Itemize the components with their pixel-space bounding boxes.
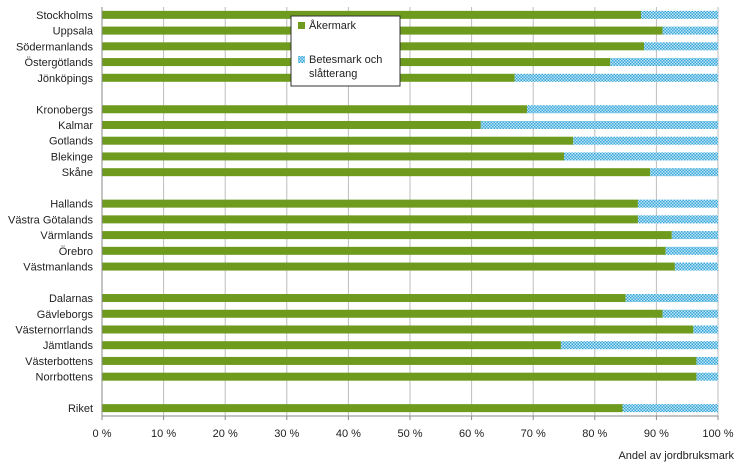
category-label: Jönköpings (37, 73, 93, 85)
bar-betesmark (637, 199, 718, 208)
bar-betesmark (622, 404, 718, 413)
x-axis: 0 % 10 % 20 % 30 % 40 % 50 % 60 % 70 % 80 % 90 % 1… (93, 7, 734, 440)
category-labels: Stockholms Uppsala Södermanlands Östergötla… (8, 10, 94, 415)
category-label: Hallands (50, 199, 93, 211)
bar-betesmark (650, 168, 718, 177)
bar-betesmark (564, 152, 718, 161)
bar-akermark (102, 404, 623, 413)
legend: Åkermark Betesmark och slåtterang (290, 15, 401, 87)
category-label: Norrbottens (36, 372, 94, 384)
bar-akermark (102, 10, 641, 19)
category-label: Värmlands (40, 230, 93, 242)
bar-akermark (102, 215, 638, 224)
legend-box (290, 15, 401, 87)
bar-akermark (102, 372, 697, 381)
category-label: Stockholms (36, 10, 93, 22)
bar-betesmark (644, 42, 718, 51)
legend-swatch (298, 22, 305, 29)
category-label: Södermanlands (16, 41, 94, 53)
x-tick-label: 20 % (213, 428, 238, 440)
bar-betesmark (480, 120, 718, 129)
x-tick-label: 100 % (702, 428, 733, 440)
category-label: Västmanlands (23, 262, 93, 274)
category-label: Västra Götalands (8, 214, 93, 226)
bar-akermark (102, 136, 574, 145)
bar-betesmark (696, 356, 718, 365)
bar-akermark (102, 120, 481, 129)
bar-betesmark (665, 246, 718, 255)
bar-betesmark (527, 105, 718, 114)
bar-akermark (102, 105, 528, 114)
bar-betesmark (641, 10, 718, 19)
bar-akermark (102, 168, 651, 177)
legend-label: Betesmark och slåtterang (309, 54, 382, 80)
bar-betesmark (693, 325, 718, 334)
x-tick-label: 60 % (459, 428, 484, 440)
x-tick-label: 40 % (336, 428, 361, 440)
x-tick-label: 50 % (397, 428, 422, 440)
bar-betesmark (610, 58, 718, 67)
bar-akermark (102, 199, 638, 208)
x-tick-label: 80 % (582, 428, 607, 440)
legend-swatch (298, 56, 305, 63)
category-label: Dalarnas (49, 293, 94, 305)
bar-akermark (102, 341, 561, 350)
bar-betesmark (573, 136, 718, 145)
x-tick-label: 10 % (151, 428, 176, 440)
x-tick-label: 30 % (274, 428, 299, 440)
bar-betesmark (662, 26, 718, 35)
bar-akermark (102, 356, 697, 365)
x-tick-label: 0 % (93, 428, 112, 440)
bar-betesmark (514, 73, 718, 82)
bar-betesmark (662, 309, 718, 318)
category-label: Skåne (62, 167, 93, 179)
bar-betesmark (637, 215, 718, 224)
bar-betesmark (560, 341, 718, 350)
category-label: Kalmar (58, 120, 93, 132)
category-label: Uppsala (53, 26, 94, 38)
x-axis-title: Andel av jordbruksmark (618, 450, 734, 462)
legend-label: Åkermark (309, 19, 357, 32)
bar-akermark (102, 325, 694, 334)
gridlines (163, 7, 719, 416)
category-label: Jämtlands (43, 340, 94, 352)
bar-akermark (102, 294, 626, 303)
bar-betesmark (625, 294, 718, 303)
category-label: Gotlands (49, 136, 94, 148)
bar-akermark (102, 262, 675, 271)
category-label: Riket (68, 403, 93, 415)
bar-akermark (102, 231, 672, 240)
bar-akermark (102, 309, 663, 318)
bar-akermark (102, 246, 666, 255)
x-tick-label: 90 % (644, 428, 669, 440)
category-label: Västerbottens (25, 356, 93, 368)
bar-betesmark (674, 262, 718, 271)
category-label: Blekinge (51, 151, 93, 163)
x-tick-label: 70 % (521, 428, 546, 440)
category-label: Västernorrlands (15, 324, 93, 336)
bar-akermark (102, 152, 564, 161)
bar-betesmark (671, 231, 718, 240)
bar-betesmark (696, 372, 718, 381)
category-label: Örebro (59, 246, 93, 258)
category-label: Kronobergs (36, 104, 93, 116)
category-label: Östergötlands (25, 57, 94, 69)
category-label: Gävleborgs (37, 309, 94, 321)
